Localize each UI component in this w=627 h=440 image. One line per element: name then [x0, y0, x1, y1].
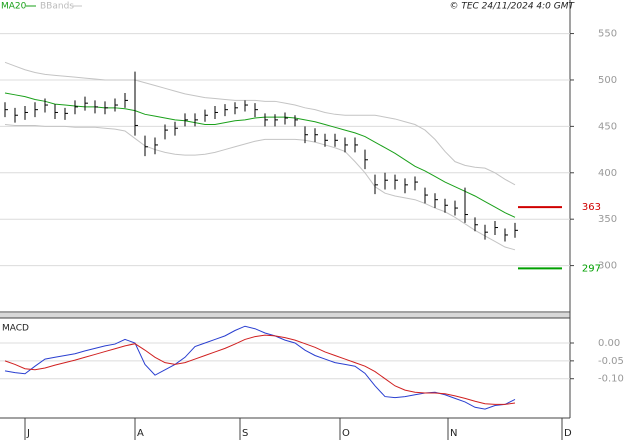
- x-tick-label: D: [564, 428, 572, 439]
- x-tick-label: A: [137, 428, 144, 439]
- panel-separator: [0, 313, 570, 318]
- band-upper: [4, 61, 516, 186]
- y-tick-label: 300: [598, 261, 617, 272]
- legend-label: BBands: [40, 2, 74, 12]
- ma-line: [4, 92, 516, 218]
- panel-title: MACD: [2, 324, 29, 334]
- x-tick-label: J: [26, 428, 30, 439]
- x-tick-label: O: [342, 428, 350, 439]
- copyright: © TEC 24/11/2024 4:0 GMT: [449, 2, 575, 12]
- x-tick-label: N: [450, 428, 457, 439]
- y-tick-label: -0.10: [598, 374, 624, 385]
- y-tick-label: 550: [598, 29, 617, 40]
- x-tick-label: S: [242, 428, 248, 439]
- y-tick-label: 450: [598, 121, 617, 132]
- level-label: 297: [582, 263, 601, 274]
- legend-label: MA20: [1, 2, 27, 12]
- y-tick-label: 500: [598, 75, 617, 86]
- y-tick-label: 400: [598, 168, 617, 179]
- y-tick-label: 0.00: [598, 338, 620, 349]
- macd-line: [4, 325, 516, 410]
- level-label: 363: [582, 202, 601, 213]
- macd-line: [4, 334, 516, 405]
- y-tick-label: -0.05: [598, 356, 624, 367]
- band-lower: [4, 124, 516, 251]
- y-tick-label: 350: [598, 214, 617, 225]
